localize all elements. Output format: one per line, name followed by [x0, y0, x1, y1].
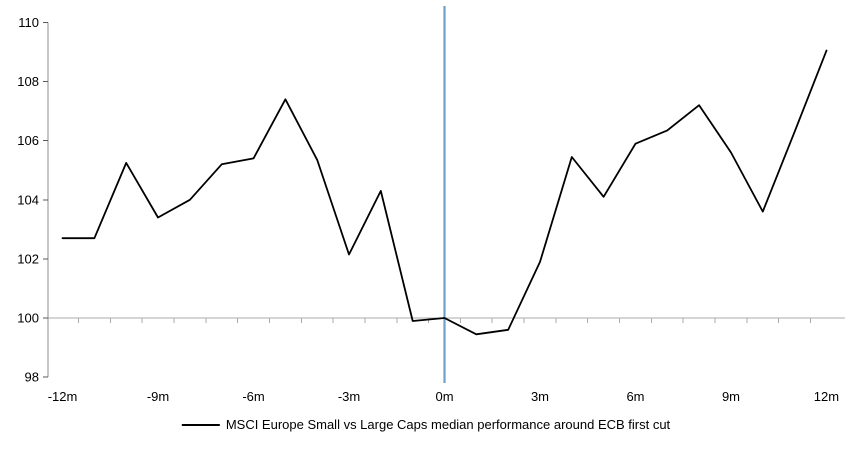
y-axis-tick-label: 110	[18, 15, 39, 30]
x-axis-tick-label: -6m	[242, 389, 264, 404]
x-axis-tick-label: 3m	[531, 389, 549, 404]
y-axis-tick-label: 104	[17, 192, 39, 207]
y-axis-tick-label: 100	[17, 311, 39, 326]
x-axis-tick-label: -9m	[147, 389, 169, 404]
legend: MSCI Europe Small vs Large Caps median p…	[181, 417, 671, 433]
legend-label: MSCI Europe Small vs Large Caps median p…	[225, 417, 671, 432]
x-axis-tick-label: -12m	[48, 389, 78, 404]
x-axis-tick-label: 12m	[814, 389, 839, 404]
y-axis-tick-label: 108	[17, 74, 39, 89]
series-line	[61, 49, 828, 336]
x-axis-tick-label: 0m	[435, 389, 453, 404]
x-axis-tick-label: 9m	[722, 389, 740, 404]
y-axis-tick-label: 106	[17, 133, 39, 148]
x-axis-tick-label: -3m	[338, 389, 360, 404]
y-axis-tick-label: 98	[25, 370, 39, 385]
legend-line-sample	[181, 424, 220, 426]
y-axis-tick-label: 102	[17, 251, 39, 266]
x-axis-tick-label: 6m	[626, 389, 644, 404]
